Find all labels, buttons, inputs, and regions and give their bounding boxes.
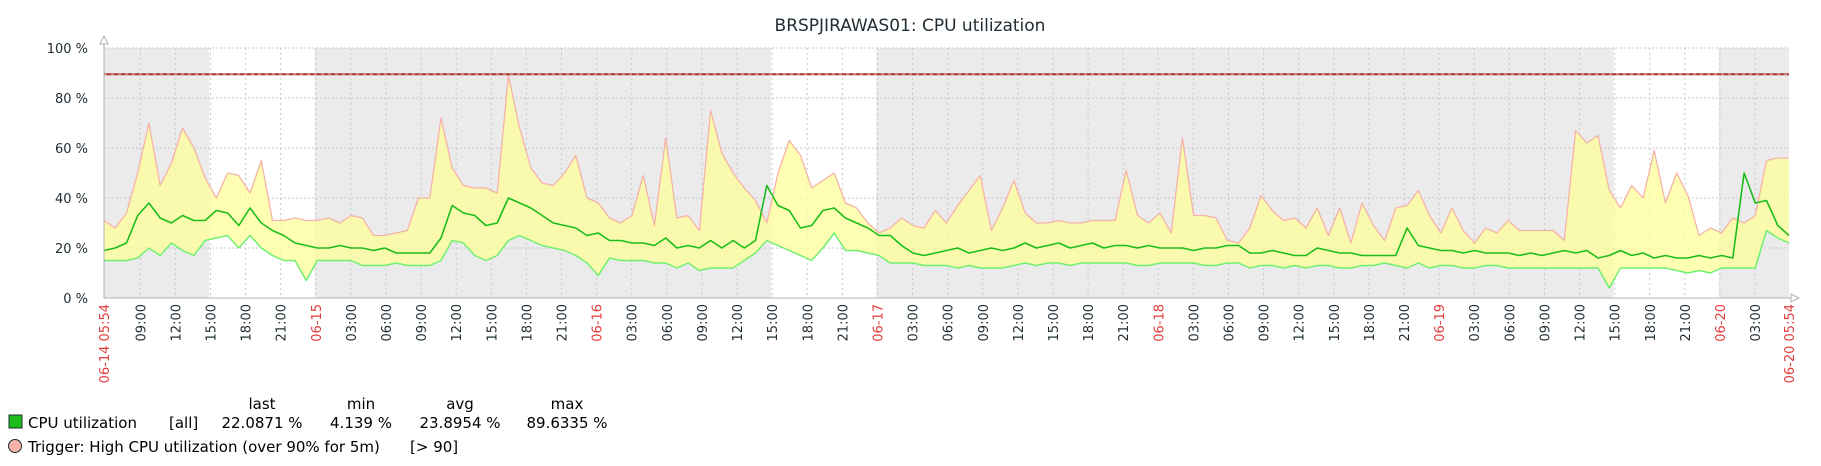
x-tick-label: 15:00	[1047, 304, 1062, 341]
x-tick-label: 18:00	[520, 304, 535, 341]
y-tick-label: 20 %	[55, 242, 88, 257]
x-tick-label: 03:00	[907, 304, 922, 341]
x-date-tick-label: 06-14 05:54	[98, 304, 113, 383]
x-tick-label: 18:00	[1082, 304, 1097, 341]
x-tick-label: 09:00	[977, 304, 992, 341]
x-tick-label: 12:00	[1012, 304, 1027, 341]
x-tick-label: 12:00	[1293, 304, 1308, 341]
legend-header-min: min	[347, 395, 375, 413]
x-tick-label: 18:00	[801, 304, 816, 341]
legend-avg-value: 23.8954 %	[419, 414, 500, 432]
x-tick-label: 15:00	[1328, 304, 1343, 341]
x-tick-label: 06:00	[380, 304, 395, 341]
x-tick-label: 21:00	[556, 304, 571, 341]
x-tick-label: 15:00	[485, 304, 500, 341]
legend-min-value: 4.139 %	[330, 414, 392, 432]
legend-series-swatch	[8, 414, 23, 429]
legend-last-value: 22.0871 %	[221, 414, 302, 432]
x-tick-label: 12:00	[450, 304, 465, 341]
legend-header-avg: avg	[446, 395, 474, 413]
series-min-line	[104, 229, 1790, 289]
x-tick-label: 12:00	[1574, 304, 1589, 341]
x-tick-label: 15:00	[1609, 304, 1624, 341]
x-axis-tick-labels: 06-14 05:54 09:00 12:00 15:00 18:00 21:00 06-1…	[98, 304, 1798, 383]
x-tick-label: 12:00	[169, 304, 184, 341]
x-date-tick-label: 06-15	[310, 304, 325, 342]
x-tick-label: 03:00	[1749, 304, 1764, 341]
x-tick-label: 06:00	[1503, 304, 1518, 341]
y-axis-arrow-icon	[99, 34, 109, 45]
legend-trigger-label: Trigger: High CPU utilization (over 90% …	[27, 438, 380, 456]
legend-max-value: 89.6335 %	[526, 414, 607, 432]
legend-series-name: CPU utilization	[28, 414, 137, 432]
legend-header-last: last	[248, 395, 275, 413]
x-tick-label: 15:00	[205, 304, 220, 341]
x-date-tick-label: 06-16	[591, 304, 606, 342]
y-axis-tick-labels: 0 % 20 % 40 % 60 % 80 % 100 %	[47, 42, 88, 307]
x-tick-label: 09:00	[134, 304, 149, 341]
x-tick-label: 09:00	[696, 304, 711, 341]
legend-series-function: [all]	[169, 414, 198, 432]
x-axis-arrow-icon	[1790, 293, 1801, 303]
legend-trigger-condition: [> 90]	[410, 438, 458, 456]
x-tick-label: 18:00	[1644, 304, 1659, 341]
x-tick-label: 06:00	[1223, 304, 1238, 341]
x-tick-label: 06:00	[661, 304, 676, 341]
x-tick-label: 21:00	[1117, 304, 1132, 341]
series-layer	[103, 73, 1790, 289]
x-tick-label: 03:00	[1187, 304, 1202, 341]
y-tick-label: 60 %	[55, 142, 88, 157]
chart-title: BRSPJIRAWAS01: CPU utilization	[775, 16, 1046, 36]
series-avg-line	[103, 172, 1790, 259]
x-tick-label: 21:00	[275, 304, 290, 341]
series-max-line	[103, 74, 1789, 244]
x-tick-label: 09:00	[1258, 304, 1273, 341]
x-tick-label: 18:00	[240, 304, 255, 341]
x-date-tick-label: 06-20 05:54	[1783, 304, 1798, 383]
x-tick-label: 03:00	[345, 304, 360, 341]
x-tick-label: 03:00	[1468, 304, 1483, 341]
x-tick-label: 03:00	[626, 304, 641, 341]
x-tick-label: 12:00	[731, 304, 746, 341]
x-tick-label: 18:00	[1363, 304, 1378, 341]
x-tick-label: 15:00	[766, 304, 781, 341]
legend-header-max: max	[551, 395, 584, 413]
y-tick-label: 0 %	[63, 292, 88, 307]
x-date-tick-label: 06-19	[1433, 304, 1448, 342]
x-tick-label: 21:00	[1398, 304, 1413, 341]
x-date-tick-label: 06-20	[1714, 304, 1729, 342]
min-max-band	[104, 75, 1789, 288]
x-date-tick-label: 06-17	[872, 304, 887, 342]
y-tick-label: 40 %	[55, 192, 88, 207]
x-tick-label: 09:00	[1538, 304, 1553, 341]
axes	[99, 34, 1801, 303]
x-tick-label: 06:00	[942, 304, 957, 341]
x-date-tick-label: 06-18	[1152, 304, 1167, 342]
x-tick-label: 09:00	[415, 304, 430, 341]
x-tick-label: 21:00	[1679, 304, 1694, 341]
x-tick-label: 21:00	[836, 304, 851, 341]
y-tick-label: 100 %	[47, 42, 88, 57]
y-tick-label: 80 %	[55, 92, 88, 107]
legend-trigger-swatch	[8, 439, 22, 453]
legend: last min avg max CPU utilization [all] 2…	[8, 395, 608, 456]
